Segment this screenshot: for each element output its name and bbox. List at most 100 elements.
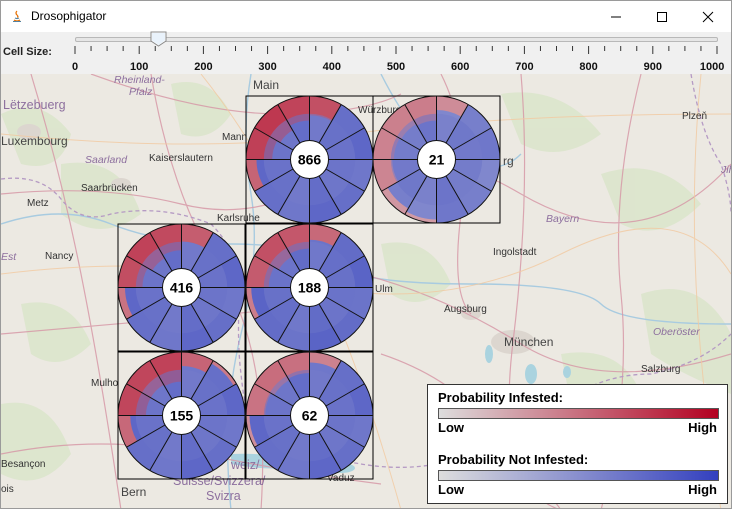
map-place-label: Kaiserslautern [149,153,213,164]
pie-center [162,396,201,435]
pie-sector-inner-ring [141,375,172,406]
minimize-button[interactable] [593,1,639,32]
map-place-label: Saarbrücken [81,183,138,194]
grid-cell[interactable]: 62 [245,351,374,480]
pie-sector-inner-ring [436,175,460,206]
pie-sector-inner-ring [263,392,294,416]
legend-infested-gradient [438,408,719,419]
slider-tick-label: 100 [130,61,149,73]
pie-sector-inner-ring [263,136,294,160]
pie-sector-infested [246,415,258,448]
pie-sector-inner-ring [158,241,182,272]
legend-not-infested-title: Probability Not Infested: [438,452,589,467]
close-button[interactable] [685,1,731,32]
pie-outline [245,351,374,480]
pie-sector-inner-ring [286,113,310,144]
pie-sector-inner-ring [286,369,310,400]
pie-sector-inner-ring [309,113,333,144]
pie-center [417,140,456,179]
pie-sector-inner-ring [319,375,350,406]
pie-sector-inner-ring [396,119,427,150]
pie-outline [117,223,246,352]
map-place-label: Mulho [91,378,119,389]
pie-center [290,140,329,179]
pie-sector-inner-ring [319,169,350,200]
pie-sector-infested [309,224,342,247]
pie-center [290,268,329,307]
title-bar[interactable]: Drosophigator [1,1,731,32]
grid-cell[interactable]: 188 [245,223,374,352]
grid-cell[interactable]: 155 [117,351,246,480]
slider-tick-label: 600 [451,61,470,73]
pie-sector-inner-ring [269,425,300,456]
map-place-label: Würzburg [358,105,402,116]
maximize-button[interactable] [639,1,685,32]
map-place-label: Ulm [375,284,393,295]
slider-tick-label: 400 [322,61,341,73]
cell-size-slider-thumb[interactable] [150,31,167,47]
pie-sector-inner-ring [446,119,477,150]
pie-sector-infested [181,352,214,373]
pie-sector-infested [246,287,260,320]
map-place-label: Ingolstadt [493,247,537,258]
pie-sector-inner-ring [413,175,437,206]
grid-cell[interactable]: 416 [117,223,246,352]
pie-sector-inner-ring [396,169,427,200]
pie-sector-inner-ring [263,159,294,183]
pie-sector-inner-ring [269,119,300,150]
map-place-label: Nancy [45,251,74,262]
pie-sector-inner-ring [436,113,460,144]
slider-tick-label: 500 [386,61,406,73]
close-icon [702,11,714,22]
pie-sector-inner-ring [263,264,294,288]
slider-tick-labels: 0 100 200 300 400 500 600 700 800 900 1000 [1,61,731,75]
map-place-label: Bayern [546,213,580,225]
cell-count-label: 155 [170,408,194,424]
pie-sector-inner-ring [197,415,228,439]
pie-sector-inner-ring [286,175,310,206]
map-place-label: rg [503,154,514,168]
legend-not-infested-high: High [688,482,717,497]
pie-sector-inner-ring [309,241,333,272]
grid-cell[interactable]: 866 [245,95,374,224]
map-place-label: Karlsruhe [217,213,260,224]
map-place-label: Salzburg [641,364,681,375]
pie-sector-infested [404,211,437,223]
cell-size-slider-track[interactable] [75,37,718,42]
map-place-label: Saarland [85,154,128,166]
pie-sector-inner-ring [309,175,333,206]
pie-sector-inner-ring [286,431,310,462]
slider-tick-label: 1000 [699,61,725,73]
map-place-label: Augsburg [444,304,487,315]
pie-sector-inner-ring [309,369,333,400]
pie-sector-inner-ring [197,392,228,416]
cell-count-label: 866 [298,152,322,168]
pie-sector-inner-ring [191,375,222,406]
pie-sector-inner-ring [452,136,483,160]
slider-tick-label: 0 [71,61,79,73]
legend-infested-high: High [688,420,717,435]
grid-cell[interactable]: 21 [372,95,501,224]
pie-center [290,396,329,435]
map-place-label: Besançon [1,459,46,470]
map-place-label: München [504,335,554,349]
pie-sector-inner-ring [135,287,166,311]
map-place-label: Luxembourg [1,134,68,148]
pie-sector-inner-ring [325,392,356,416]
pie-sector-inner-ring [135,415,166,439]
pie-sector-inner-ring [191,247,222,278]
pie-sector-inner-ring [141,297,172,328]
slider-tick-label: 700 [515,61,534,73]
pie-sector-inner-ring [181,431,205,462]
pie-sector-infested [436,96,469,117]
pie-sector-inner-ring [390,159,421,183]
pie-sector-inner-ring [269,247,300,278]
cell-count-label: 416 [170,280,194,296]
slider-tick-label: 300 [258,61,277,73]
pie-sector-inner-ring [325,159,356,183]
pie-sector-inner-ring [158,303,182,334]
window-title: Drosophigator [31,9,107,23]
slider-tick-label: 200 [194,61,213,73]
pie-sector-inner-ring [413,113,437,144]
